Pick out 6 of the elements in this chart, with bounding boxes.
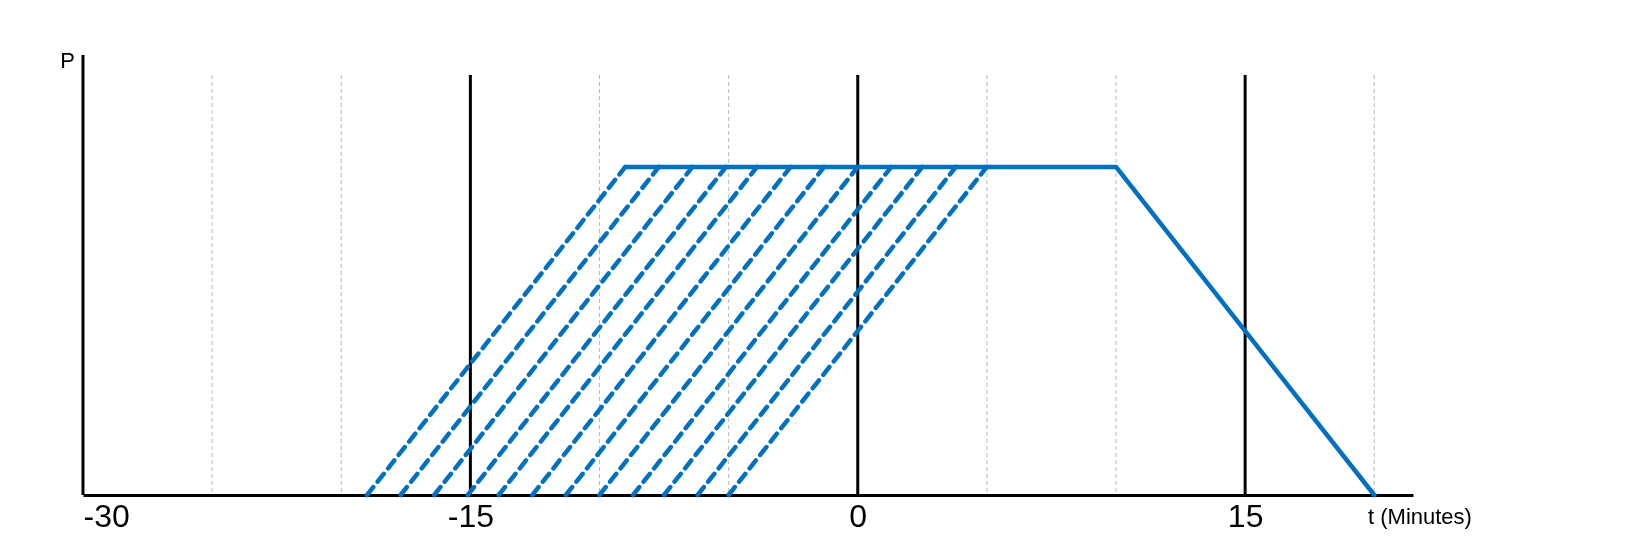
- x-tick-label: 0: [849, 497, 868, 534]
- x-tick-label: -15: [447, 497, 494, 534]
- x-tick-label: 15: [1227, 497, 1264, 534]
- y-axis-title: P: [60, 48, 75, 73]
- x-axis-title: t (Minutes): [1368, 504, 1472, 529]
- x-tick-label: -30: [83, 497, 130, 534]
